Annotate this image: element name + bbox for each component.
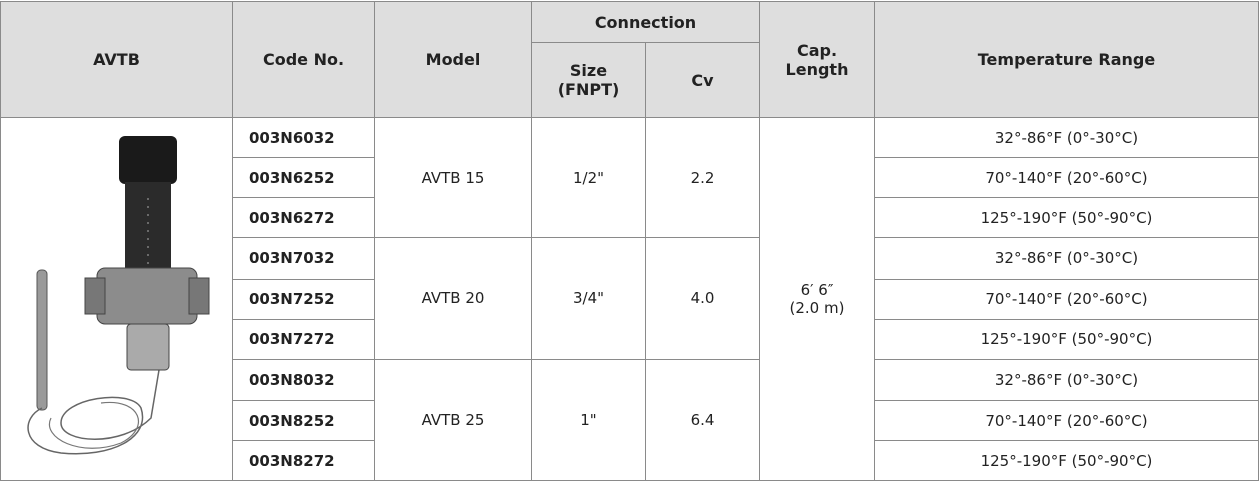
- range-cell: 70°-140°F (20°-60°C): [874, 278, 1259, 320]
- header-cell: Code No.: [232, 1, 375, 118]
- cap-length-cell: 6′ 6″ (2.0 m): [759, 117, 875, 481]
- table-row: 003N7272 125°-190°F (50°-90°C): [1, 318, 1259, 360]
- code-cell: 003N6032: [232, 117, 375, 158]
- code-cell: 003N7272: [232, 318, 375, 360]
- table-row: 003N7252 70°-140°F (20°-60°C): [1, 278, 1259, 320]
- size-cell: 3/4": [531, 237, 646, 360]
- cv-cell: 6.4: [645, 358, 760, 481]
- range-cell: 125°-190°F (50°-90°C): [874, 440, 1259, 481]
- range-cell: 70°-140°F (20°-60°C): [874, 157, 1259, 198]
- header-cell: Connection: [531, 1, 760, 43]
- range-cell: 32°-86°F (0°-30°C): [874, 237, 1259, 280]
- table-row: 003N8252 70°-140°F (20°-60°C): [1, 400, 1259, 441]
- table-row: 003N8272 125°-190°F (50°-90°C): [1, 440, 1259, 481]
- model-cell: AVTB 25: [374, 358, 532, 481]
- range-cell: 32°-86°F (0°-30°C): [874, 358, 1259, 401]
- code-cell: 003N6272: [232, 197, 375, 238]
- code-cell: 003N8032: [232, 358, 375, 401]
- model-cell: AVTB 20: [374, 237, 532, 360]
- model-cell: AVTB 15: [374, 117, 532, 238]
- header-cell: Cap. Length: [759, 1, 875, 118]
- range-cell: 125°-190°F (50°-90°C): [874, 318, 1259, 360]
- table-body: 003N6032 AVTB 15 1/2" 2.2 6′ 6″ (2.0 m) 32°-8…: [0, 117, 1259, 481]
- range-cell: 70°-140°F (20°-60°C): [874, 400, 1259, 441]
- image-cell: [0, 117, 233, 481]
- cv-cell: 4.0: [645, 237, 760, 360]
- table-row: 003N7032 AVTB 20 3/4" 4.0 32°-86°F (0°-30°C): [1, 237, 1259, 360]
- valve-image: [27, 136, 210, 455]
- size-cell: 1/2": [531, 117, 646, 238]
- size-cell: 1": [531, 358, 646, 481]
- code-cell: 003N6252: [232, 157, 375, 198]
- table-row: 003N6252 70°-140°F (20°-60°C): [1, 157, 1259, 198]
- table-row: 003N8032 AVTB 25 1" 6.4 32°-86°F (0°-30°C): [1, 358, 1259, 481]
- range-cell: 125°-190°F (50°-90°C): [874, 197, 1259, 238]
- cv-cell: 2.2: [645, 117, 760, 238]
- range-cell: 32°-86°F (0°-30°C): [874, 117, 1259, 158]
- header-cell: Temperature Range: [874, 1, 1259, 118]
- header-cell: Cv: [645, 42, 760, 118]
- header-cell: Size (FNPT): [531, 42, 646, 118]
- code-cell: 003N8272: [232, 440, 375, 481]
- code-cell: 003N7032: [232, 237, 375, 280]
- code-cell: 003N7252: [232, 278, 375, 320]
- header-cell: AVTB: [0, 1, 233, 118]
- table-row: 003N6272 125°-190°F (50°-90°C): [1, 197, 1259, 238]
- table-row: 003N6032 AVTB 15 1/2" 2.2 6′ 6″ (2.0 m) 32°-8…: [0, 117, 1259, 481]
- code-cell: 003N8252: [232, 400, 375, 441]
- header-cell: Model: [374, 1, 532, 118]
